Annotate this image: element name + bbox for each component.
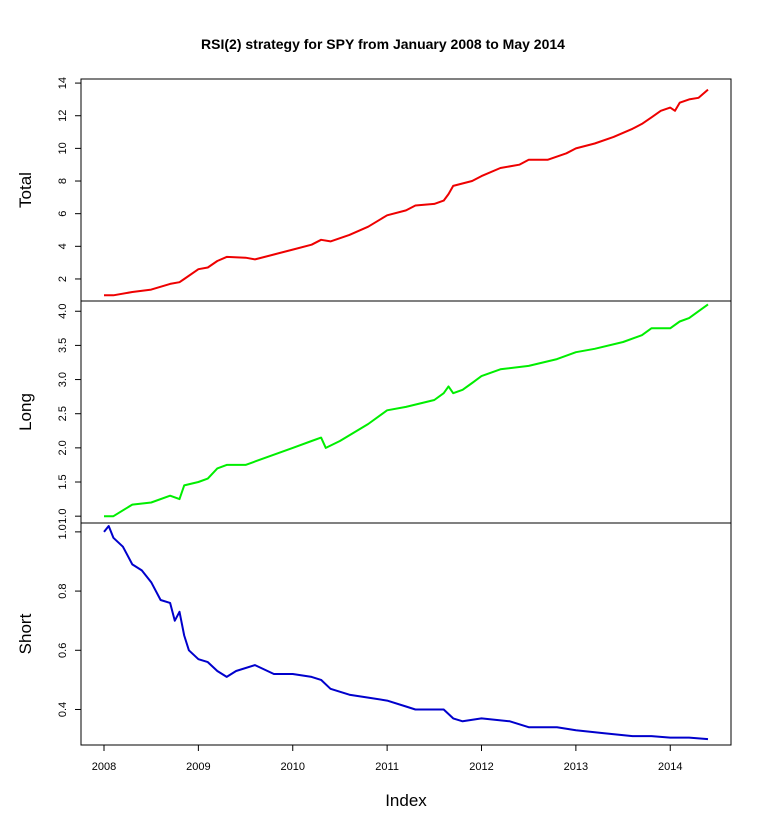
y-tick-label: 2: [57, 276, 69, 282]
y-tick-label: 14: [57, 77, 69, 89]
y-tick-label: 0.8: [57, 583, 69, 598]
series-line-short: [103, 525, 709, 741]
panels-group: 2 4 6 8 10 12 14 Total 1.0 1.5 2.0 2.5 3.0 3.5 4.0 Long…: [16, 77, 732, 746]
y-tick-label: 2.0: [57, 440, 69, 455]
series-line-long: [104, 303, 709, 518]
chart-title: RSI(2) strategy for SPY from January 200…: [201, 36, 565, 52]
panel-label-total: Total: [16, 172, 35, 208]
x-axis-title: Index: [385, 791, 427, 810]
x-tick-label: 2014: [658, 761, 682, 773]
y-tick-label: 10: [57, 142, 69, 154]
y-tick-label: 3.5: [57, 338, 69, 353]
panel-label-long: Long: [16, 393, 35, 431]
series-line-total: [104, 88, 709, 297]
panel-frame-short: [80, 522, 732, 746]
x-tick-label: 2008: [92, 761, 116, 773]
y-tick-label: 6: [57, 211, 69, 217]
panel-long: 1.0 1.5 2.0 2.5 3.0 3.5 4.0 Long: [16, 300, 732, 524]
x-tick-label: 2010: [281, 761, 305, 773]
y-tick-label: 4.0: [57, 304, 69, 319]
x-tick-label: 2011: [375, 761, 399, 773]
y-tick-label: 12: [57, 110, 69, 122]
y-tick-label: 2.5: [57, 406, 69, 421]
panel-label-short: Short: [16, 613, 35, 654]
y-tick-label: 8: [57, 178, 69, 184]
panel-short: 0.4 0.6 0.8 1.0 Short: [16, 522, 732, 746]
y-tick-label: 1.0: [57, 509, 69, 524]
y-tick-label: 0.4: [57, 702, 69, 717]
y-tick-label: 1.5: [57, 474, 69, 489]
y-tick-label: 3.0: [57, 372, 69, 387]
y-tick-label: 4: [57, 243, 69, 249]
y-tick-label: 1.0: [57, 524, 69, 539]
x-axis: 2008 2009 2010 2011 2012 2013 2014: [92, 745, 682, 773]
x-tick-label: 2012: [469, 761, 493, 773]
y-tick-label: 0.6: [57, 643, 69, 658]
x-tick-label: 2013: [564, 761, 588, 773]
x-tick-label: 2009: [186, 761, 210, 773]
